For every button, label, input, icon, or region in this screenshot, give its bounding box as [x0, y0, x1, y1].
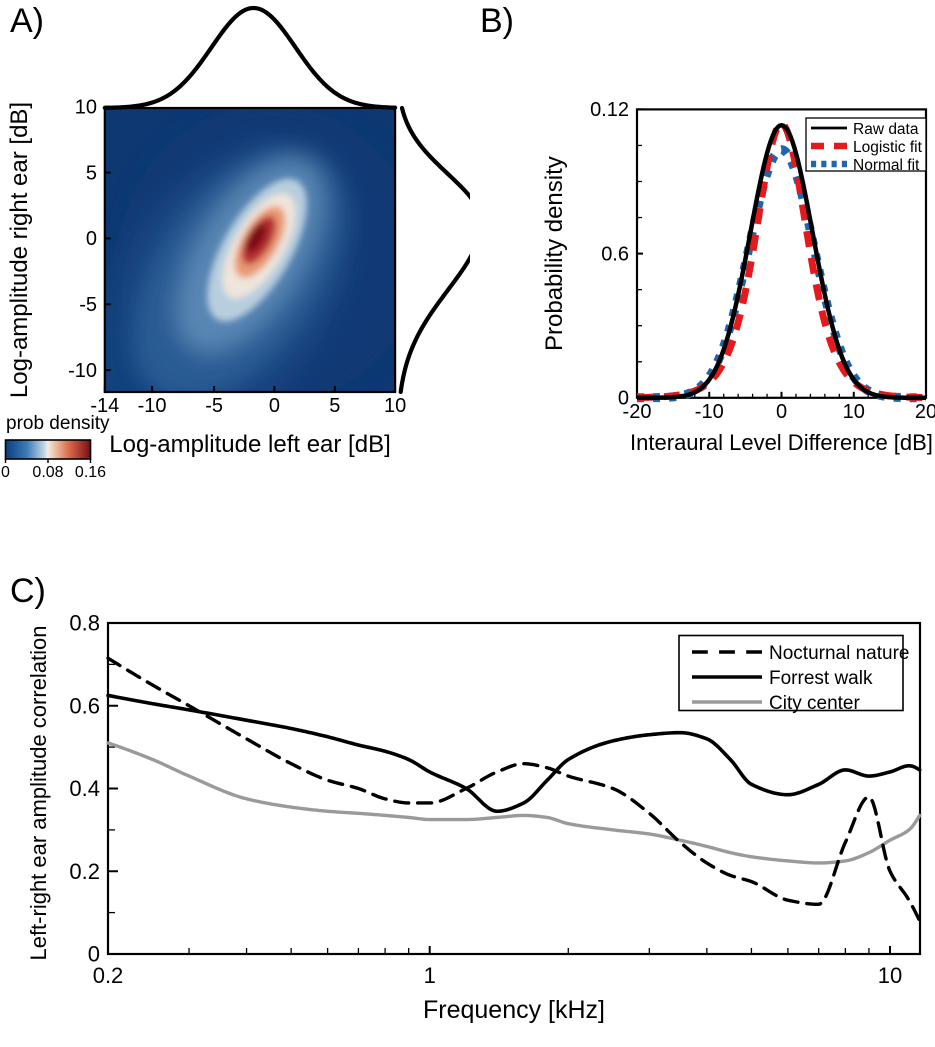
- svg-text:0.6: 0.6: [69, 693, 100, 718]
- svg-text:Nocturnal nature: Nocturnal nature: [769, 643, 909, 664]
- svg-text:10: 10: [878, 963, 902, 988]
- svg-text:City center: City center: [769, 693, 860, 714]
- svg-text:1: 1: [424, 963, 436, 988]
- svg-text:0: 0: [88, 942, 100, 967]
- svg-text:0.4: 0.4: [69, 776, 100, 801]
- svg-text:Forrest walk: Forrest walk: [769, 668, 873, 689]
- svg-text:0.2: 0.2: [93, 963, 124, 988]
- svg-text:0.8: 0.8: [69, 611, 100, 636]
- svg-text:0.2: 0.2: [69, 859, 100, 884]
- svg-text:Left-right ear amplitude corre: Left-right ear amplitude correlation: [26, 625, 51, 960]
- svg-text:Frequency [kHz]: Frequency [kHz]: [423, 996, 605, 1024]
